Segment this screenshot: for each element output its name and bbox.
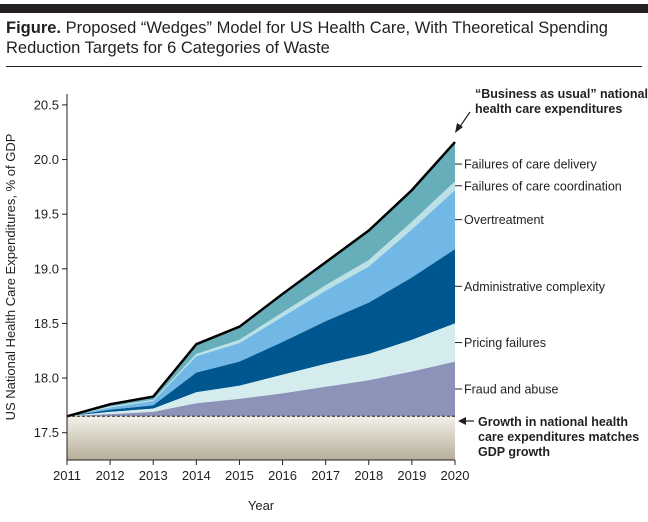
- total-expenditure-line: [66, 141, 456, 418]
- x-tick-label: 2012: [96, 468, 125, 483]
- total-arrow-head: [455, 123, 463, 133]
- wedge-administrative-complexity: [67, 249, 455, 417]
- y-tick-label: 20.5: [34, 97, 59, 112]
- y-tick-label: 17.5: [34, 425, 59, 440]
- y-ticks: 17.5 18.0 18.5 19.0 19.5 20.0 20.5: [34, 97, 67, 440]
- baseline-label-line1: Growth in national health: [478, 415, 628, 429]
- total-arrow-line: [458, 111, 471, 129]
- x-tick-label: 2020: [441, 468, 470, 483]
- wedge-label: Pricing failures: [464, 336, 546, 350]
- wedge-pricing-failures: [67, 323, 455, 417]
- x-tick-label: 2015: [225, 468, 254, 483]
- x-tick-label: 2019: [397, 468, 426, 483]
- total-label-line1: “Business as usual” national: [475, 87, 648, 101]
- y-tick-label: 18.5: [34, 316, 59, 331]
- x-tick-label: 2011: [53, 468, 81, 483]
- baseline-fill: [67, 416, 455, 460]
- figure-title: Figure. Proposed “Wedges” Model for US H…: [6, 18, 642, 58]
- wedge-label: Failures of care coordination: [464, 179, 622, 193]
- top-rule: [0, 4, 648, 13]
- x-axis-title: Year: [248, 498, 275, 513]
- figure-title-text: Proposed “Wedges” Model for US Health Ca…: [6, 19, 608, 57]
- x-tick-label: 2013: [139, 468, 168, 483]
- x-tick-label: 2014: [182, 468, 211, 483]
- title-divider: [6, 66, 642, 67]
- wedge-fraud-and-abuse: [67, 361, 455, 417]
- y-axis-title: US National Health Care Expenditures, % …: [3, 134, 18, 421]
- wedge-label: Failures of care delivery: [464, 158, 597, 172]
- wedge-label: Administrative complexity: [464, 280, 606, 294]
- y-tick-label: 18.0: [34, 371, 59, 386]
- baseline-arrow-head: [458, 417, 466, 425]
- x-tick-label: 2017: [311, 468, 340, 483]
- baseline-annotation: Growth in national health care expenditu…: [458, 415, 639, 459]
- total-label-line2: health care expenditures: [475, 102, 622, 116]
- baseline-label-line2: care expenditures matches: [478, 430, 639, 444]
- figure-label: Figure.: [6, 19, 62, 37]
- y-tick-label: 19.0: [34, 261, 59, 276]
- baseline-label-line3: GDP growth: [478, 445, 550, 459]
- y-tick-label: 20.0: [34, 152, 59, 167]
- wedge-label: Overtreatment: [464, 213, 544, 227]
- wedge-label: Fraud and abuse: [464, 382, 559, 396]
- x-tick-label: 2016: [268, 468, 297, 483]
- x-tick-label: 2018: [354, 468, 383, 483]
- y-tick-label: 19.5: [34, 207, 59, 222]
- area-wedges: [67, 142, 455, 417]
- x-ticks: 2011 2012 2013 2014 2015 2016 2017 2018 2019 2020: [53, 460, 469, 483]
- total-annotation: “Business as usual” national health care…: [455, 87, 648, 133]
- wedge-labels: Fraud and abuse Pricing failures Administr…: [455, 158, 622, 396]
